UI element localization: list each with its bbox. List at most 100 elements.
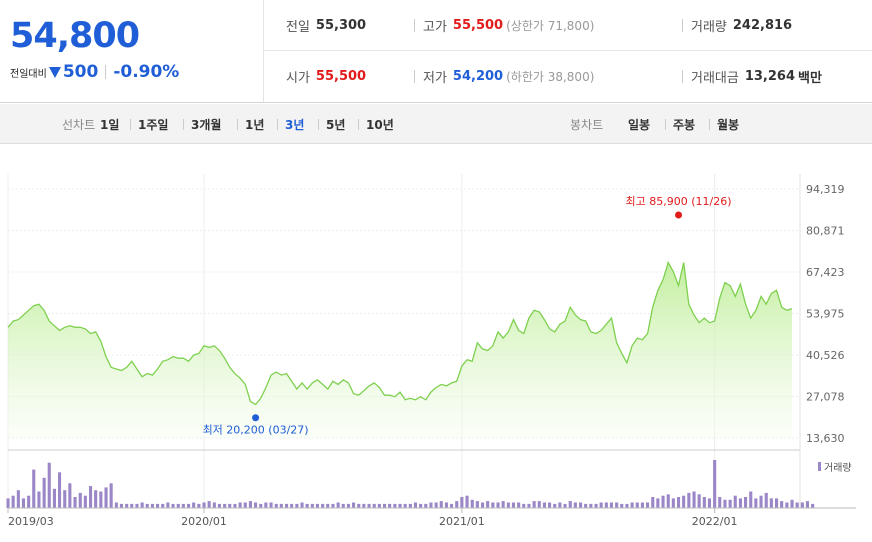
volume-bar (352, 502, 356, 508)
price-box: 54,800 전일대비 500 -0.90% (0, 0, 264, 103)
divider (277, 119, 278, 130)
candle-weekly[interactable]: 주봉 (673, 118, 696, 132)
volume-bar (707, 498, 711, 508)
volume-bar (223, 503, 227, 508)
volume-bar (749, 491, 753, 508)
volume-bar (295, 503, 299, 508)
volume-bar (455, 501, 459, 508)
volume-bar (259, 503, 263, 508)
volume-bar (6, 498, 10, 508)
volume-bar (481, 502, 485, 508)
volume-bar (532, 501, 536, 508)
period-3y[interactable]: 3년 (285, 118, 305, 132)
divider (414, 70, 415, 83)
quote-header: 54,800 전일대비 500 -0.90% 전일 55,300 고가 55,5… (0, 0, 872, 103)
quote-row-2: 시가 55,500 저가 54,200 (하한가 38,800) 거래대금 13… (264, 51, 872, 102)
volume-bar (228, 503, 232, 508)
volume-bar (119, 503, 123, 508)
volume-bar (27, 495, 31, 508)
volume-bar (150, 503, 154, 508)
volume-legend-swatch (818, 462, 821, 471)
period-1y[interactable]: 1년 (245, 118, 265, 132)
period-1d[interactable]: 1일 (100, 118, 120, 132)
divider (665, 119, 666, 130)
volume-bar (372, 503, 376, 508)
volume-bar (248, 501, 252, 508)
volume-bar (511, 502, 515, 508)
volume-bar (769, 498, 773, 508)
volume-bar (666, 494, 670, 508)
volume-bar (785, 502, 789, 508)
volume-bar (140, 502, 144, 508)
volume-bar (496, 502, 500, 508)
low-annotation: 최저 20,200 (03/27) (203, 424, 309, 437)
volume-bar (439, 501, 443, 508)
divider (358, 119, 359, 130)
volume-bar (89, 486, 93, 508)
line-chart-label: 선차트 (62, 118, 96, 132)
volume-bar (754, 498, 758, 508)
volume-bar (450, 503, 454, 508)
volume-bar (269, 502, 273, 508)
volume-bar (429, 502, 433, 508)
volume-bar (176, 503, 180, 508)
volume-bar (738, 498, 742, 508)
volume-bar (125, 503, 129, 508)
high-marker (675, 211, 683, 219)
volume-bar (212, 502, 216, 508)
volume-bar (32, 469, 36, 508)
low-cell: 저가 54,200 (하한가 38,800) (414, 67, 594, 86)
chart-toolbar: 선차트 1일 1주일 3개월 1년 3년 5년 10년 봉차트 일봉 주봉 월봉 (0, 104, 872, 144)
volume-bar (388, 503, 392, 508)
volume-bar (11, 495, 15, 508)
volume-bar (542, 502, 546, 508)
candle-daily[interactable]: 일봉 (628, 118, 651, 132)
y-tick-label: 53,975 (806, 308, 845, 321)
volume-bar (383, 503, 387, 508)
divider (318, 119, 319, 130)
volume-bar (37, 491, 41, 508)
low-value: 54,200 (452, 69, 504, 84)
volume-bar (419, 503, 423, 508)
high-cell: 고가 55,500 (상한가 71,800) (414, 16, 594, 35)
y-tick-label: 80,871 (806, 225, 845, 238)
volume-bar (238, 502, 242, 508)
volume-bar (640, 502, 644, 508)
divider (237, 119, 238, 130)
amount-cell: 거래대금 13,264 백만 (682, 67, 822, 86)
divider (130, 119, 131, 130)
volume-bar (393, 503, 397, 508)
period-1w[interactable]: 1주일 (138, 118, 169, 132)
volume-legend: 거래량 (824, 462, 852, 474)
volume-bar (723, 499, 727, 508)
upper-limit: (상한가 71,800) (506, 18, 595, 33)
amount-unit: 백만 (798, 71, 822, 86)
volume-bar (775, 498, 779, 508)
volume-bar (341, 503, 345, 508)
volume-bar (780, 501, 784, 508)
volume-bar (527, 503, 531, 508)
volume-bar (21, 498, 25, 508)
volume-bar (687, 492, 691, 508)
lower-limit: (하한가 38,800) (506, 70, 595, 84)
volume-bar (181, 503, 185, 508)
y-tick-label: 13,630 (806, 432, 845, 445)
volume-bar (243, 502, 247, 508)
period-5y[interactable]: 5년 (326, 118, 346, 132)
volume-bar (217, 503, 221, 508)
volume-bar (651, 497, 655, 508)
volume-bar (702, 497, 706, 508)
volume-bar (285, 503, 289, 508)
y-tick-label: 94,319 (806, 183, 845, 196)
volume-bar (558, 502, 562, 508)
prev-close-cell: 전일 55,300 (286, 16, 366, 35)
period-10y[interactable]: 10년 (366, 118, 394, 132)
divider (682, 70, 683, 83)
candle-monthly[interactable]: 월봉 (717, 118, 740, 132)
y-tick-label: 67,423 (806, 266, 845, 279)
quote-row-1: 전일 55,300 고가 55,500 (상한가 71,800) 거래량 242… (264, 0, 872, 51)
open-cell: 시가 55,500 (286, 67, 366, 86)
period-3m[interactable]: 3개월 (191, 118, 222, 132)
volume-bar (579, 502, 583, 508)
volume-bar (321, 503, 325, 508)
